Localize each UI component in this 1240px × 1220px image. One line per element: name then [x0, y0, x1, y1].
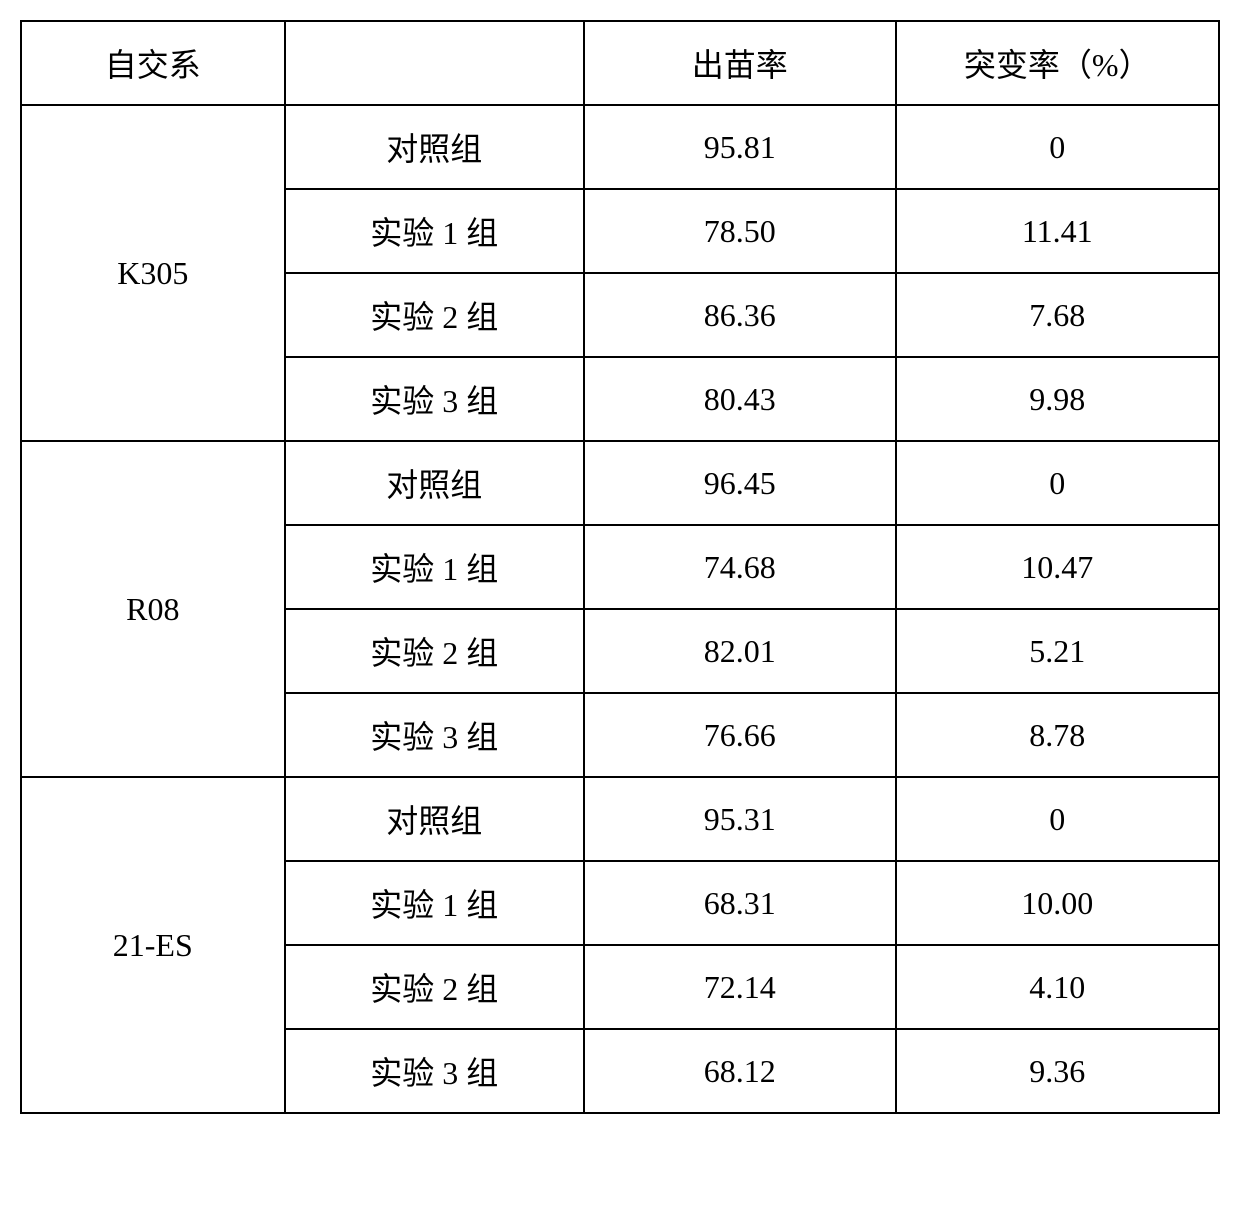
mutation-cell: 10.47 — [896, 525, 1219, 609]
group-cell: 实验 3 组 — [285, 693, 585, 777]
group-cell: 实验 1 组 — [285, 861, 585, 945]
group-cell: 对照组 — [285, 105, 585, 189]
inbred-line-cell: R08 — [21, 441, 285, 777]
mutation-cell: 0 — [896, 105, 1219, 189]
group-cell: 对照组 — [285, 777, 585, 861]
emergence-cell: 82.01 — [584, 609, 895, 693]
emergence-cell: 95.31 — [584, 777, 895, 861]
mutation-cell: 5.21 — [896, 609, 1219, 693]
inbred-line-cell: 21-ES — [21, 777, 285, 1113]
header-group — [285, 21, 585, 105]
mutation-cell: 10.00 — [896, 861, 1219, 945]
group-cell: 实验 2 组 — [285, 273, 585, 357]
experiment-data-table: 自交系 出苗率 突变率（%） K305 对照组 95.81 0 实验 1 组 7… — [20, 20, 1220, 1114]
emergence-cell: 95.81 — [584, 105, 895, 189]
group-cell: 实验 3 组 — [285, 357, 585, 441]
header-emergence-rate: 出苗率 — [584, 21, 895, 105]
header-mutation-rate: 突变率（%） — [896, 21, 1219, 105]
mutation-cell: 4.10 — [896, 945, 1219, 1029]
header-inbred-line: 自交系 — [21, 21, 285, 105]
mutation-cell: 8.78 — [896, 693, 1219, 777]
group-cell: 实验 2 组 — [285, 609, 585, 693]
emergence-cell: 86.36 — [584, 273, 895, 357]
mutation-cell: 0 — [896, 777, 1219, 861]
mutation-cell: 7.68 — [896, 273, 1219, 357]
group-cell: 实验 2 组 — [285, 945, 585, 1029]
mutation-cell: 9.98 — [896, 357, 1219, 441]
group-cell: 实验 1 组 — [285, 525, 585, 609]
table-header-row: 自交系 出苗率 突变率（%） — [21, 21, 1219, 105]
emergence-cell: 68.31 — [584, 861, 895, 945]
table-row: 21-ES 对照组 95.31 0 — [21, 777, 1219, 861]
table-row: R08 对照组 96.45 0 — [21, 441, 1219, 525]
mutation-cell: 11.41 — [896, 189, 1219, 273]
emergence-cell: 78.50 — [584, 189, 895, 273]
mutation-cell: 9.36 — [896, 1029, 1219, 1113]
table-row: K305 对照组 95.81 0 — [21, 105, 1219, 189]
mutation-cell: 0 — [896, 441, 1219, 525]
emergence-cell: 96.45 — [584, 441, 895, 525]
emergence-cell: 68.12 — [584, 1029, 895, 1113]
emergence-cell: 72.14 — [584, 945, 895, 1029]
group-cell: 实验 1 组 — [285, 189, 585, 273]
group-cell: 实验 3 组 — [285, 1029, 585, 1113]
group-cell: 对照组 — [285, 441, 585, 525]
emergence-cell: 74.68 — [584, 525, 895, 609]
inbred-line-cell: K305 — [21, 105, 285, 441]
emergence-cell: 76.66 — [584, 693, 895, 777]
emergence-cell: 80.43 — [584, 357, 895, 441]
